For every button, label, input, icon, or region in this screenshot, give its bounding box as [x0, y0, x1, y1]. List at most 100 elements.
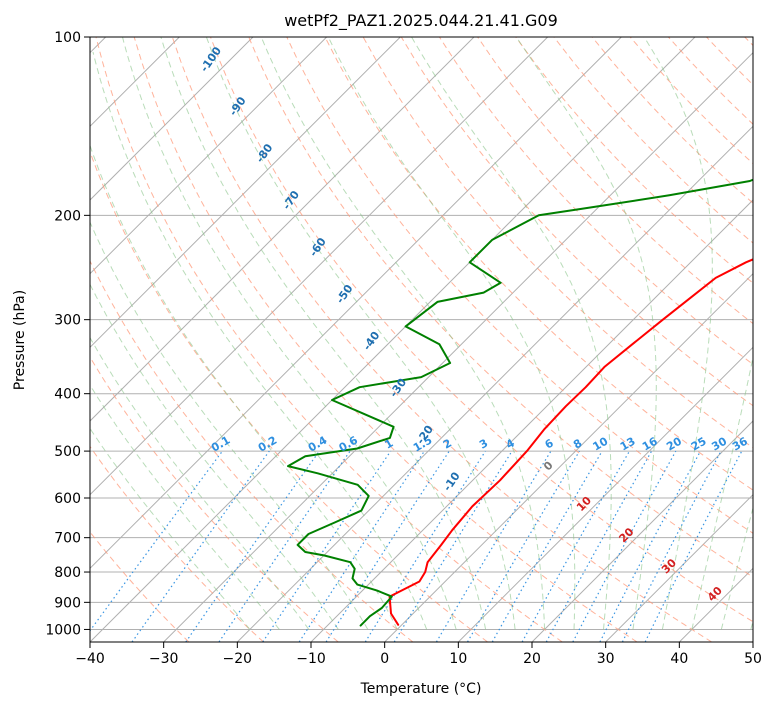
dry-adiabat: [90, 445, 264, 642]
dry-adiabat-label: -40: [360, 329, 382, 353]
moist-adiabat: [160, 37, 487, 630]
isotherm: [605, 493, 753, 642]
temperature-profile: [388, 258, 753, 626]
dry-adiabat: [744, 37, 753, 47]
x-tick-label: 10: [449, 651, 467, 667]
moist-adiabat: [90, 384, 280, 630]
isotherm: [531, 420, 753, 642]
dry-adiabat: [133, 37, 638, 642]
dry-adiabat: [324, 37, 753, 491]
isotherm: [678, 567, 753, 642]
mixing-ratio-line: [325, 450, 450, 642]
x-tick-label: −20: [223, 651, 253, 667]
mixing-ratio-line: [435, 450, 552, 642]
mixing-ratio-line: [364, 450, 486, 642]
mixing-ratio-line: [185, 450, 320, 642]
mixing-ratio-label: 6: [543, 436, 556, 451]
dry-adiabat-label: -90: [227, 94, 249, 118]
moist-adiabat: [750, 619, 753, 630]
isotherm: [90, 37, 328, 275]
isotherm: [163, 51, 753, 642]
series-layer: [287, 178, 753, 627]
mixing-ratio-line: [218, 450, 351, 642]
isotherm: [384, 272, 753, 642]
moist-adiabat-label: 0: [541, 458, 556, 473]
isotherm: [90, 37, 475, 422]
y-axis: 100 200 300 400 500 600 700 800 900 1000: [45, 30, 90, 638]
moist-adiabat: [90, 283, 339, 630]
dry-adiabat-label: -80: [253, 141, 275, 165]
x-tick-label: 30: [597, 651, 615, 667]
dry-adiabat: [90, 531, 190, 642]
moist-adiabat: [205, 37, 516, 630]
grid-layer: [90, 37, 753, 642]
moist-adiabat: [90, 220, 369, 630]
dry-adiabat-label: -10: [441, 470, 463, 494]
dewpoint-profile: [287, 178, 753, 627]
x-axis: −40 −30 −20 −10 0 10 20 30 40 50: [75, 642, 762, 667]
mixing-ratio-line: [298, 450, 425, 642]
chart-title: wetPf2_PAZ1.2025.044.21.41.G09: [284, 11, 558, 31]
moist-adiabat: [90, 336, 310, 630]
mixing-ratio-line: [521, 450, 631, 642]
y-tick-label: 100: [54, 30, 81, 46]
mixing-ratio-label: 2: [441, 437, 454, 452]
x-tick-label: −40: [75, 651, 105, 667]
dry-adiabat: [95, 37, 563, 642]
isotherm: [457, 346, 753, 642]
x-tick-label: 0: [380, 651, 389, 667]
dry-adiabat: [438, 37, 753, 366]
moist-adiabat: [327, 37, 576, 630]
isotherm: [90, 37, 622, 570]
y-tick-label: 1000: [45, 622, 81, 638]
dry-adiabat: [171, 37, 712, 642]
dry-adiabat: [90, 356, 339, 642]
dry-adiabat: [90, 150, 488, 642]
isotherm: [90, 37, 696, 642]
y-tick-label: 700: [54, 531, 81, 547]
x-axis-label: Temperature (°C): [360, 681, 482, 697]
mixing-ratio-line: [393, 450, 513, 642]
y-tick-label: 800: [54, 565, 81, 581]
x-tick-label: 20: [523, 651, 541, 667]
isotherm: [90, 37, 401, 349]
dry-adiabat: [90, 259, 414, 642]
plot-frame: [89, 36, 754, 643]
mixing-ratio-line: [131, 450, 270, 642]
dry-adiabat: [248, 37, 753, 578]
isotherm: [752, 641, 753, 642]
isotherm: [90, 37, 254, 201]
dry-adiabat: [210, 37, 753, 623]
moist-adiabat: [515, 37, 657, 630]
x-tick-label: −30: [149, 651, 179, 667]
moist-adiabat: [411, 37, 612, 630]
dry-adiabat: [477, 37, 753, 325]
dry-adiabat: [706, 37, 753, 86]
mixing-ratio-line: [644, 450, 743, 642]
mixing-ratio-line: [599, 450, 702, 642]
moist-adiabat: [720, 506, 753, 630]
moist-adiabat: [643, 37, 713, 630]
isotherm: [90, 37, 549, 496]
y-tick-label: 600: [54, 491, 81, 507]
dry-adiabat: [286, 37, 753, 534]
x-tick-label: −10: [296, 651, 326, 667]
dry-adiabat: [591, 37, 753, 204]
moist-adiabat: [260, 37, 546, 630]
moist-adiabat: [122, 37, 457, 630]
mixing-ratio-line: [90, 450, 223, 632]
annotation-layer: 0.1 0.2 0.4 0.6 1 1.5 2 3 4 6 8 10 13 16 20 25 30 36-100-…: [198, 44, 751, 604]
moist-adiabat-label: 30: [659, 556, 679, 576]
y-tick-label: 400: [54, 387, 81, 403]
mixing-ratio-line: [572, 450, 677, 642]
mixing-ratio-line: [545, 450, 653, 642]
dry-adiabat-label: -50: [334, 282, 356, 306]
dry-adiabat: [515, 37, 753, 284]
isotherm: [236, 125, 753, 642]
moist-adiabat-label: 40: [705, 584, 725, 604]
mixing-ratio-label: 3: [477, 437, 490, 452]
dry-adiabat-label: -70: [280, 188, 302, 212]
y-tick-label: 300: [54, 313, 81, 329]
y-tick-label: 500: [54, 444, 81, 460]
